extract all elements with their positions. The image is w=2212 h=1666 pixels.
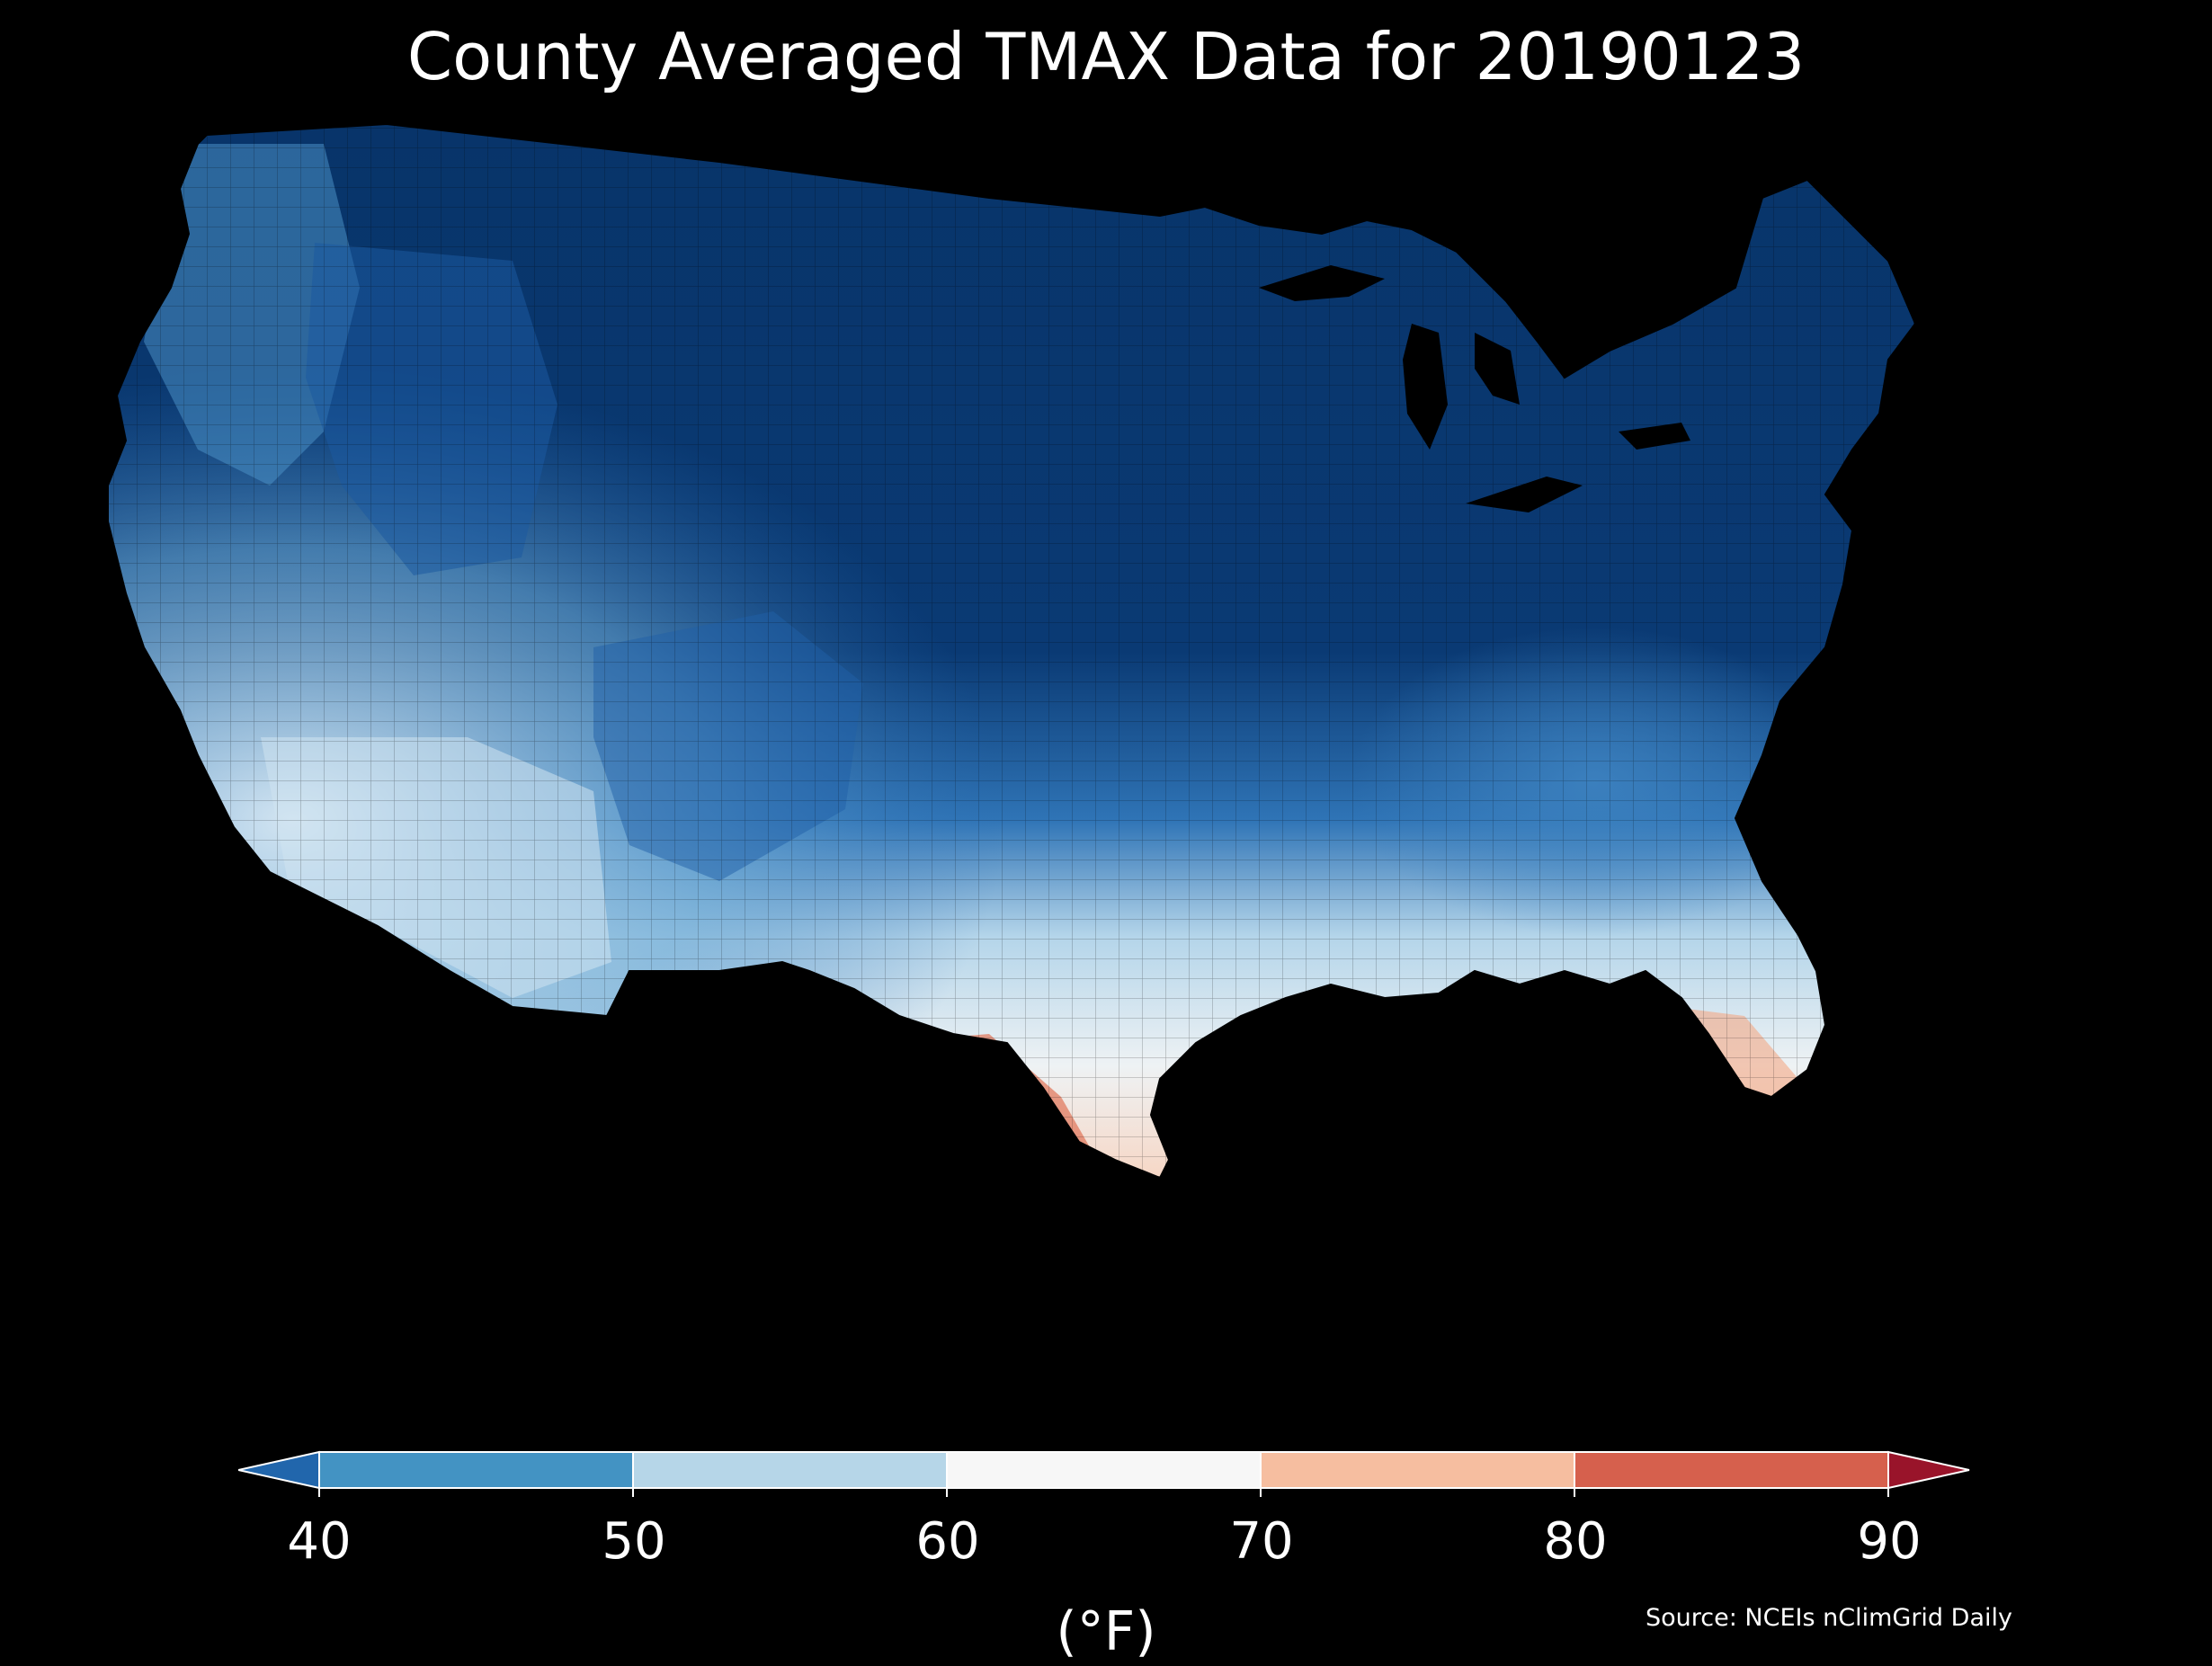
colorbar-tick-70: 70 <box>1229 1512 1294 1571</box>
lake-huron <box>1475 333 1520 405</box>
lake-michigan <box>1403 324 1448 450</box>
colorbar-segment <box>319 1452 633 1488</box>
colorbar-segment <box>947 1452 1261 1488</box>
lake-superior <box>1259 265 1385 301</box>
colorbar-label: (°F) <box>1056 1600 1156 1663</box>
colorbar-tick-90: 90 <box>1857 1512 1922 1571</box>
source-note: Source: NCEIs nClimGrid Daily <box>1646 1604 2012 1632</box>
lake-erie <box>1466 477 1583 512</box>
colorbar-tick-40: 40 <box>287 1512 352 1571</box>
colorbar-tick-80: 80 <box>1543 1512 1608 1571</box>
colorbar-segment <box>1574 1452 1888 1488</box>
page-title: County Averaged TMAX Data for 20190123 <box>406 19 1806 94</box>
colorbar-extend-low <box>237 1450 320 1490</box>
colorbar-segment <box>633 1452 947 1488</box>
lake-ontario <box>1619 423 1690 450</box>
colorbar-svg <box>237 1450 1970 1497</box>
colorbar-tick-50: 50 <box>602 1512 666 1571</box>
colorbar-tick-60: 60 <box>915 1512 980 1571</box>
colorbar-extend-high <box>1887 1450 1970 1490</box>
colorbar <box>237 1443 1974 1524</box>
colorbar-segment <box>1261 1452 1574 1488</box>
map-fill-layer <box>108 124 1915 1178</box>
map-canvas <box>107 123 1916 1179</box>
us-county-map <box>90 108 2122 1403</box>
